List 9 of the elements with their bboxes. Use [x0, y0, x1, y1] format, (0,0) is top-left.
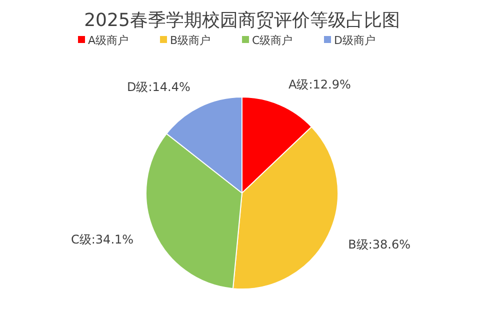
- data-label: C级:34.1%: [71, 232, 134, 247]
- legend-label: D级商户: [334, 34, 376, 47]
- data-label: B级:38.6%: [348, 238, 411, 252]
- chart-title: 2025春季学期校园商贸评价等级占比图: [84, 10, 400, 31]
- legend-label: C级商户: [252, 34, 293, 47]
- legend-label: A级商户: [88, 34, 129, 47]
- data-label: D级:14.4%: [127, 80, 190, 94]
- data-label: A级:12.9%: [288, 78, 351, 92]
- legend-label: B级商户: [170, 34, 211, 47]
